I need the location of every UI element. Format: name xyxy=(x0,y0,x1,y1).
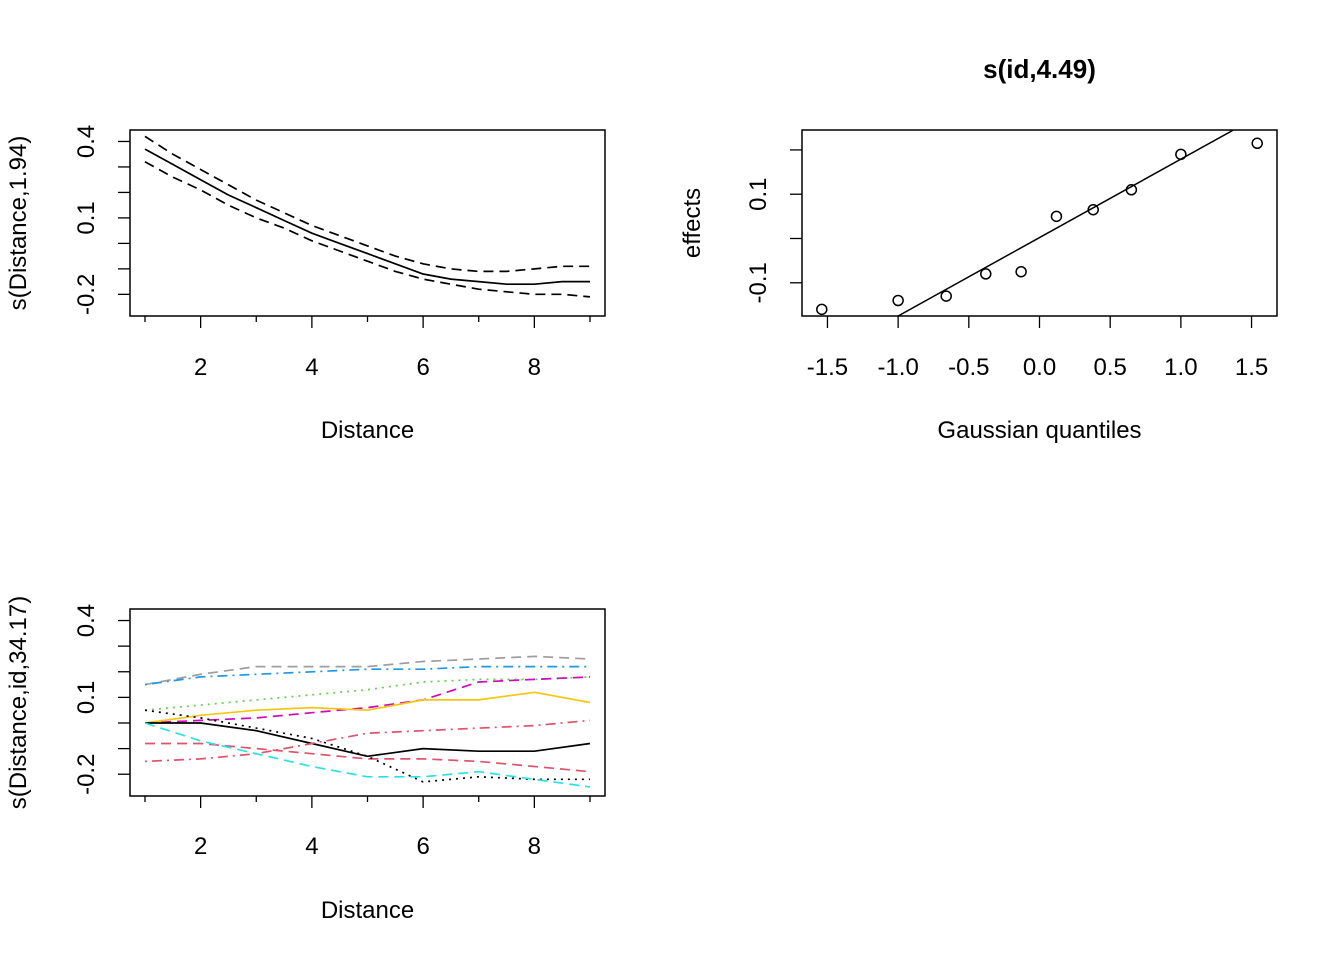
panel-2-x-tick-label: 1.5 xyxy=(1235,354,1268,381)
panel-3-series-line-8 xyxy=(145,742,591,773)
panel-2-data-point xyxy=(816,303,828,316)
panel-1-y-tick-label: -0.2 xyxy=(73,274,100,315)
panel-2-x-tick-label: -1.0 xyxy=(877,354,918,381)
panel-2-reference-line xyxy=(897,130,1235,316)
panel-2-y-tick-label: -0.1 xyxy=(745,262,772,303)
panel-2-y-axis-label: effects xyxy=(679,188,706,258)
panel-1-y-axis-label: s(Distance,1.94) xyxy=(5,136,32,311)
panel-3-x-tick-label: 8 xyxy=(528,833,541,860)
panel-2-data-point xyxy=(940,290,952,302)
panel-2-chart-title: s(id,4.49) xyxy=(983,54,1096,84)
panel-3-x-tick-label: 6 xyxy=(416,833,429,860)
panel-1-y-tick-label: 0.4 xyxy=(73,125,100,158)
panel-2-data-point xyxy=(1015,265,1027,278)
panel-2-x-tick-label: -1.5 xyxy=(807,354,848,381)
panel-3-series-line-7 xyxy=(144,719,591,763)
panel-2-x-tick-label: 1.0 xyxy=(1164,354,1197,381)
panel-2-data-point xyxy=(1251,137,1263,150)
panel-3-series-line-10 xyxy=(144,722,591,788)
panel-3-series-line-1 xyxy=(144,655,591,686)
panel-3-series-line-2 xyxy=(144,665,590,686)
panel-1-x-tick-label: 4 xyxy=(305,354,318,381)
panel-2-plot-frame xyxy=(801,129,1278,317)
panel-3-plot-frame xyxy=(129,608,606,797)
panel-1-x-tick-label: 8 xyxy=(528,354,541,381)
panel-2-data-point xyxy=(980,268,992,280)
panel-2-x-tick-label: 0.0 xyxy=(1023,354,1056,381)
panel-3-y-tick-label: 0.4 xyxy=(73,604,100,637)
panel-3-y-tick-label: -0.2 xyxy=(73,754,100,795)
panel-3-x-axis-label: Distance xyxy=(321,897,414,924)
panel-2-x-tick-label: 0.5 xyxy=(1093,354,1126,381)
panel-3-series-line-9 xyxy=(144,709,590,783)
panel-1-x-tick-label: 6 xyxy=(416,354,429,381)
panel-1-y-tick-label: 0.1 xyxy=(73,201,100,234)
panel-1-x-tick-label: 2 xyxy=(194,354,207,381)
panel-2-data-point xyxy=(892,294,904,307)
panel-3-series-line-5 xyxy=(144,691,591,724)
panel-1-series-line-1 xyxy=(144,148,590,286)
panel-2-y-tick-label: 0.1 xyxy=(745,178,772,211)
panel-1-x-axis-label: Distance xyxy=(321,417,414,444)
panel-2-data-point xyxy=(1087,203,1099,216)
panel-2-data-point xyxy=(1125,184,1138,196)
panel-2-x-axis-label: Gaussian quantiles xyxy=(937,417,1141,444)
panel-2-data-point xyxy=(1175,148,1187,161)
panel-3-x-tick-label: 4 xyxy=(305,833,318,860)
panel-2-x-tick-label: -0.5 xyxy=(948,354,989,381)
panel-1-series-line-3 xyxy=(144,161,591,298)
panel-3-series-line-6 xyxy=(145,722,591,758)
panel-3-series-line-3 xyxy=(144,676,591,712)
panel-2-data-point xyxy=(1050,210,1063,223)
panel-3-y-tick-label: 0.1 xyxy=(73,681,100,714)
panel-1-series-line-2 xyxy=(144,135,590,273)
panel-3-series-line-4 xyxy=(144,676,591,724)
panel-3-y-axis-label: s(Distance,id,34.17) xyxy=(5,596,32,809)
panel-1-plot-frame xyxy=(129,129,606,317)
panel-3-x-tick-label: 2 xyxy=(194,833,207,860)
